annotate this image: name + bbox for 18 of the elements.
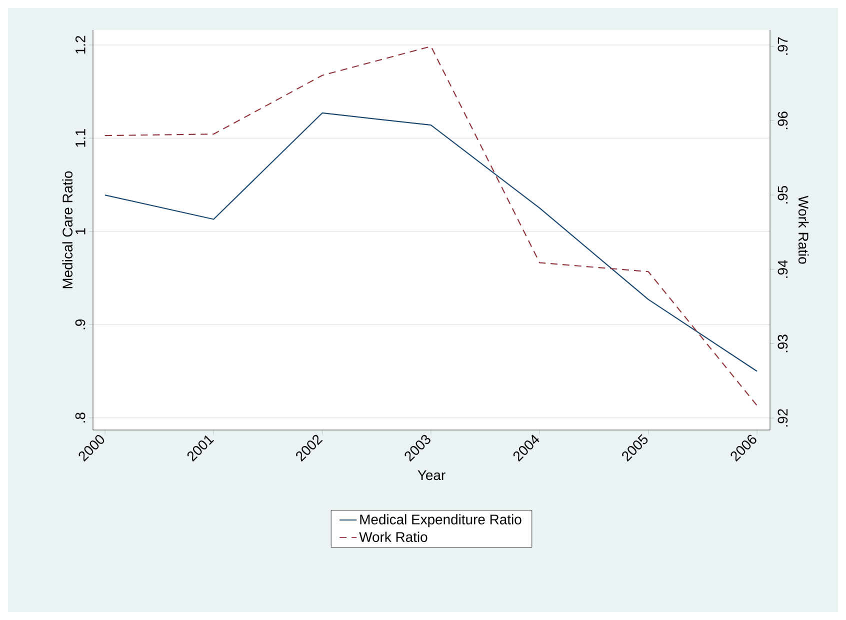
y-tick-label: .9 — [75, 319, 86, 330]
y2-tick-label: .92 — [778, 409, 788, 427]
y2-tick-label: .94 — [778, 260, 788, 278]
y2-tick-label: .96 — [778, 112, 788, 130]
x-axis-title: Year — [418, 470, 446, 480]
line-series — [104, 46, 758, 406]
legend-label: Medical Expenditure Ratio — [360, 514, 522, 528]
y-tick-label: 1.2 — [75, 36, 86, 54]
y2-tick-label: .95 — [778, 186, 788, 204]
y2-axis-title: Work Ratio — [798, 196, 809, 264]
y-tick-label: 1.1 — [76, 129, 86, 147]
line-series — [104, 112, 758, 372]
y-tick-label: .8 — [75, 412, 86, 422]
y2-tick-label: .97 — [778, 37, 788, 55]
legend-label: Work Ratio — [359, 532, 428, 542]
y2-tick-label: .93 — [778, 334, 788, 352]
y-axis-title: Medical Care Ratio — [62, 171, 73, 288]
y-tick-label: 1 — [76, 228, 86, 234]
